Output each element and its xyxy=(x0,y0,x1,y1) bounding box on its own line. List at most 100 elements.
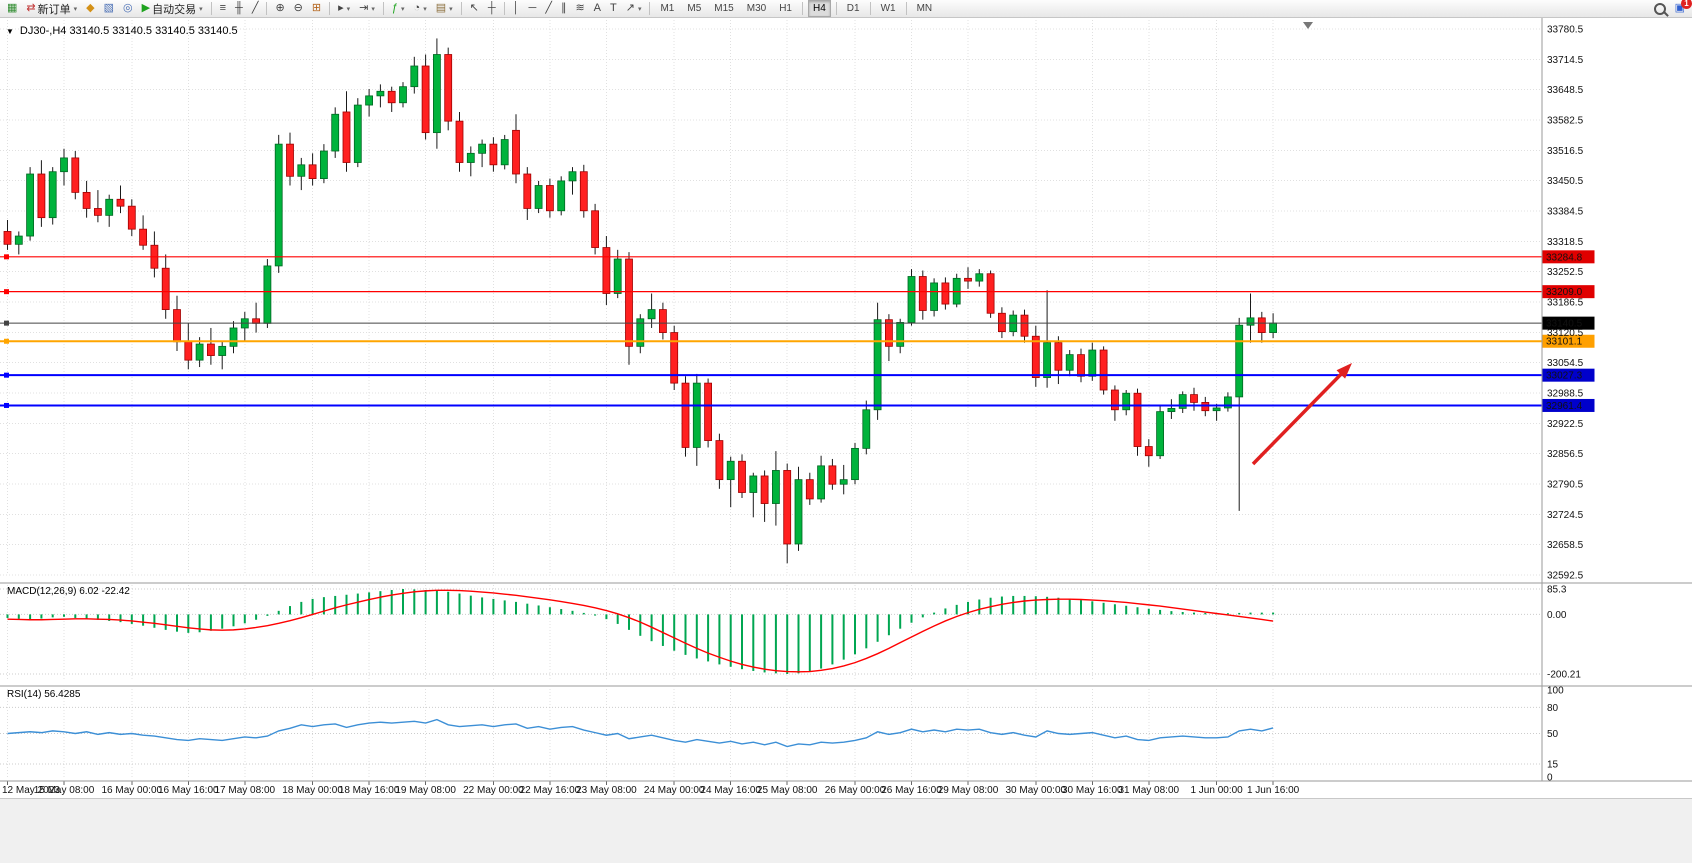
candle[interactable] xyxy=(1111,385,1119,421)
candle[interactable] xyxy=(613,249,622,299)
candle[interactable] xyxy=(376,84,385,108)
candle[interactable] xyxy=(1167,399,1176,419)
zoom-in-button[interactable]: ⊕ xyxy=(271,0,288,18)
profiles-button[interactable]: ▧ xyxy=(100,0,118,18)
candle[interactable] xyxy=(862,400,871,455)
candle[interactable] xyxy=(1178,391,1187,413)
candle[interactable] xyxy=(930,278,938,317)
candle[interactable] xyxy=(1212,403,1221,421)
candle[interactable] xyxy=(399,82,407,108)
candle[interactable] xyxy=(1133,388,1142,456)
candle[interactable] xyxy=(692,373,701,466)
candle[interactable] xyxy=(14,231,23,255)
candle[interactable] xyxy=(1065,350,1074,377)
candle[interactable] xyxy=(964,267,972,289)
candle[interactable] xyxy=(896,318,905,354)
candle[interactable] xyxy=(432,38,441,149)
candle[interactable] xyxy=(489,137,498,172)
candle[interactable] xyxy=(26,167,35,241)
level-anchor[interactable] xyxy=(4,372,9,378)
candle[interactable] xyxy=(94,190,102,223)
candle[interactable] xyxy=(37,160,46,227)
candle[interactable] xyxy=(161,254,170,319)
candle[interactable] xyxy=(455,111,464,172)
candle[interactable] xyxy=(546,178,554,218)
candle[interactable] xyxy=(1020,309,1029,343)
candle[interactable] xyxy=(1099,346,1108,395)
candle[interactable] xyxy=(1144,439,1153,467)
candle[interactable] xyxy=(557,176,566,216)
timeframe-button-h1[interactable]: H1 xyxy=(779,3,792,14)
zoom-out-button[interactable]: ⊖ xyxy=(290,0,307,18)
candle[interactable] xyxy=(772,451,780,526)
candle[interactable] xyxy=(647,293,656,328)
fibonacci-button[interactable]: ≋ xyxy=(571,0,588,18)
level-anchor[interactable] xyxy=(4,320,9,326)
chart-shift-button[interactable]: ⇥ ▾ xyxy=(355,0,379,18)
candle[interactable] xyxy=(500,134,509,170)
level-anchor[interactable] xyxy=(4,254,9,260)
candle[interactable] xyxy=(274,134,283,273)
macd-signal-line[interactable] xyxy=(7,589,1274,673)
arrows-tool-button[interactable]: ↗ ▾ xyxy=(622,0,646,18)
candle[interactable] xyxy=(342,91,351,172)
candle[interactable] xyxy=(1201,396,1210,417)
timeframe-button-m15[interactable]: M15 xyxy=(714,3,734,14)
level-anchor[interactable] xyxy=(4,338,9,344)
candle[interactable] xyxy=(297,157,306,191)
candle[interactable] xyxy=(1043,290,1051,388)
candle[interactable] xyxy=(670,325,679,391)
candle[interactable] xyxy=(726,456,735,508)
vertical-line-button[interactable]: │ xyxy=(509,0,524,18)
crosshair-button[interactable]: ┼ xyxy=(484,0,500,18)
candle[interactable] xyxy=(410,56,419,94)
candle[interactable] xyxy=(105,194,114,227)
level-anchor[interactable] xyxy=(4,289,9,295)
candle[interactable] xyxy=(319,144,328,184)
candle[interactable] xyxy=(794,466,803,551)
candle[interactable] xyxy=(331,107,340,158)
horizontal-line-button[interactable]: ─ xyxy=(525,0,541,18)
candle[interactable] xyxy=(749,472,758,518)
candle[interactable] xyxy=(1122,390,1131,416)
chart-canvas[interactable]: 33284.8 33209.0 33140.5 33101.1 33027.3 32961… xyxy=(0,18,1692,798)
candle[interactable] xyxy=(828,458,837,490)
candle[interactable] xyxy=(873,302,882,420)
candle[interactable] xyxy=(263,259,272,328)
candle[interactable] xyxy=(602,236,611,305)
tile-windows-button[interactable]: ⊞ xyxy=(308,0,325,18)
candle[interactable] xyxy=(1257,311,1266,343)
notifications-button[interactable]: ▣ 1 xyxy=(1671,0,1692,18)
candle[interactable] xyxy=(636,314,645,354)
candle[interactable] xyxy=(1224,392,1232,412)
candle[interactable] xyxy=(907,269,916,326)
auto-scroll-button[interactable]: ▸ ▾ xyxy=(334,0,354,18)
candle[interactable] xyxy=(523,167,532,220)
candle[interactable] xyxy=(952,273,961,308)
candle[interactable] xyxy=(444,47,453,131)
candle[interactable] xyxy=(534,180,543,214)
candle[interactable] xyxy=(738,454,746,499)
timeframe-button-h4[interactable]: H4 xyxy=(807,0,831,17)
candle[interactable] xyxy=(206,327,215,365)
annotation-arrow[interactable] xyxy=(1251,363,1352,466)
candle[interactable] xyxy=(760,470,769,522)
candle[interactable] xyxy=(353,98,362,168)
candle[interactable] xyxy=(218,341,227,370)
candle[interactable] xyxy=(229,321,238,354)
text-button[interactable]: A xyxy=(590,0,605,18)
timeframe-button-m30[interactable]: M30 xyxy=(746,3,767,14)
candle[interactable] xyxy=(48,167,57,225)
timeframe-button-m1[interactable]: M1 xyxy=(660,3,675,14)
refresh-button[interactable]: ◎ xyxy=(119,0,137,18)
candlestick-type-button[interactable]: ╫ xyxy=(231,0,247,18)
candle[interactable] xyxy=(139,215,148,250)
periods-button[interactable]: ◔ ▾ xyxy=(410,0,431,18)
text-label-button[interactable]: T xyxy=(606,0,621,18)
candle[interactable] xyxy=(625,252,633,365)
channel-button[interactable]: ∥ xyxy=(557,0,571,18)
candle[interactable] xyxy=(704,378,712,448)
candle[interactable] xyxy=(60,148,68,186)
candle[interactable] xyxy=(387,86,396,112)
